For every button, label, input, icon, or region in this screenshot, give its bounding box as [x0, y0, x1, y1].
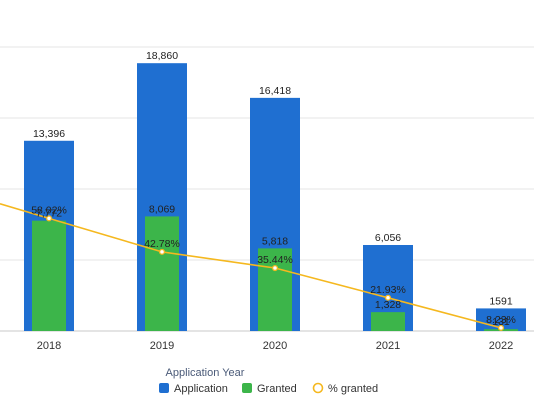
application-value-label-2019: 18,860 [146, 50, 178, 62]
granted-bar-2020 [258, 248, 292, 331]
percent-granted-point-2021 [384, 294, 392, 301]
application-value-label-2018: 13,396 [33, 128, 65, 140]
x-tick-label-2022: 2022 [489, 340, 513, 352]
percent-granted-label-2018: 58.02% [31, 204, 67, 216]
granted-bar-2021 [371, 312, 405, 331]
legend-marker [312, 382, 324, 394]
granted-value-label-2019: 8,069 [149, 203, 175, 215]
x-tick-label-2019: 2019 [150, 340, 174, 352]
granted-value-label-2022: 131 [492, 316, 510, 328]
granted-value-label-2021: 1,328 [375, 299, 401, 311]
percent-granted-label-2019: 42.78% [144, 238, 180, 250]
percent-granted-path [0, 203, 502, 329]
legend-label: % granted [328, 383, 378, 395]
x-tick-label-2021: 2021 [376, 340, 400, 352]
x-axis-ticks: 2018 2019 2020 2021 2022 [37, 340, 513, 352]
x-tick-label-2020: 2020 [263, 340, 287, 352]
legend-swatch [159, 383, 169, 393]
legend-item-granted: Granted [242, 383, 297, 395]
percent-granted-point-2018 [45, 215, 53, 222]
x-axis-title: Application Year [166, 367, 245, 379]
legend-label: Granted [257, 383, 297, 395]
percent-granted-label-2021: 21.93% [370, 284, 406, 296]
percent-granted-label-2020: 35.44% [257, 254, 293, 266]
legend-label: Application [174, 383, 228, 395]
data-labels: 13,396 18,860 16,418 6,056 1591 7,772 8,069 5,8… [31, 50, 516, 328]
legend: Application Granted % granted [159, 382, 378, 395]
application-value-label-2021: 6,056 [375, 232, 401, 244]
granted-bar-2019 [145, 216, 179, 331]
percent-granted-point-2019 [158, 248, 166, 255]
legend-swatch [242, 383, 252, 393]
application-value-label-2020: 16,418 [259, 85, 291, 97]
application-value-label-2022: 1591 [489, 295, 513, 307]
percent-granted-line [0, 203, 505, 331]
percent-granted-point-2022 [497, 324, 505, 331]
x-tick-label-2018: 2018 [37, 340, 61, 352]
granted-value-label-2018: 7,772 [36, 208, 62, 220]
percent-granted-point-2020 [271, 264, 279, 272]
legend-item-percent-granted: % granted [312, 382, 378, 395]
granted-bar-2018 [32, 220, 66, 331]
granted-value-label-2020: 5,818 [262, 235, 288, 247]
granted-bars [32, 216, 518, 331]
percent-granted-label-2022: 8.23% [486, 314, 516, 326]
legend-item-application: Application [159, 383, 228, 395]
